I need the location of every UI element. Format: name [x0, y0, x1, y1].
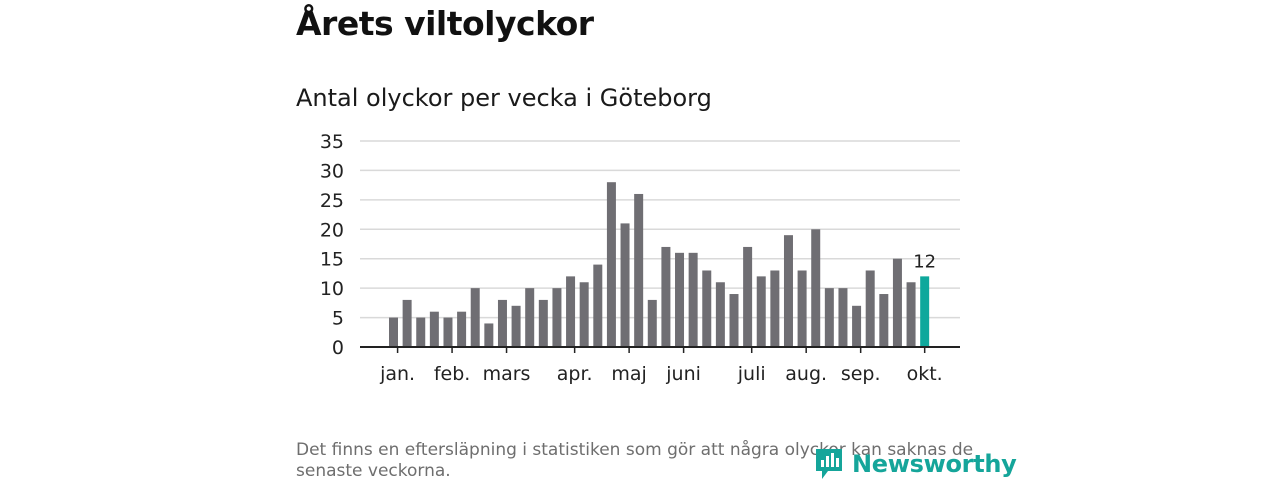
bar — [579, 282, 589, 347]
bar — [429, 311, 439, 347]
bar — [675, 252, 685, 347]
bar — [606, 182, 616, 347]
bar — [879, 294, 889, 347]
y-tick-label: 5 — [332, 308, 344, 330]
bar — [797, 270, 807, 347]
page-title: Årets viltolyckor — [296, 4, 594, 43]
logo-text: Newsworthy — [852, 450, 1017, 478]
bar — [661, 246, 671, 347]
newsworthy-logo-icon — [816, 449, 842, 479]
x-tick-label: feb. — [434, 363, 470, 385]
bar — [852, 305, 862, 347]
bar — [484, 323, 494, 347]
bar — [892, 258, 902, 347]
bar — [416, 317, 426, 347]
bar — [525, 288, 535, 347]
bar — [824, 288, 834, 347]
bar — [865, 270, 875, 347]
bar — [729, 294, 739, 347]
y-tick-label: 20 — [320, 219, 344, 241]
x-tick-label: apr. — [557, 363, 593, 385]
bar — [457, 311, 467, 347]
bar — [620, 223, 630, 347]
bar — [783, 235, 793, 347]
y-tick-label: 30 — [320, 160, 344, 182]
bar — [770, 270, 780, 347]
bar — [702, 270, 712, 347]
bar — [743, 246, 753, 347]
x-tick-label: juni — [665, 363, 701, 385]
bar — [470, 288, 480, 347]
y-tick-label: 0 — [332, 337, 344, 359]
bar — [715, 282, 725, 347]
bar — [906, 282, 916, 347]
bar — [402, 299, 412, 347]
x-tick-label: mars — [483, 363, 531, 385]
x-tick-label: okt. — [907, 363, 943, 385]
x-tick-label: juli — [737, 363, 766, 385]
bar-highlight — [920, 276, 930, 347]
data-label-highlight: 12 — [913, 251, 936, 272]
x-tick-label: aug. — [785, 363, 827, 385]
bar — [647, 299, 657, 347]
bar — [389, 317, 398, 347]
chart-title: Antal olyckor per vecka i Göteborg — [296, 84, 712, 112]
bar — [688, 252, 698, 347]
bar — [811, 229, 821, 347]
bar — [497, 299, 507, 347]
x-tick-label: sep. — [841, 363, 881, 385]
bar — [511, 305, 521, 347]
bar-chart: 0 5 10 15 20 25 30 35 jan. feb. mars apr. maj juni jul… — [320, 131, 960, 385]
y-tick-label: 25 — [320, 190, 344, 212]
bar — [443, 317, 453, 347]
bar — [538, 299, 548, 347]
bar — [838, 288, 848, 347]
y-tick-label: 10 — [320, 278, 344, 300]
bar — [552, 288, 562, 347]
y-tick-label: 15 — [320, 249, 344, 271]
y-tick-label: 35 — [320, 131, 344, 153]
footnote: Det finns en eftersläpning i statistiken… — [296, 440, 974, 481]
bar — [756, 276, 766, 347]
x-tick-label: maj — [611, 363, 646, 385]
bar — [634, 193, 644, 347]
bar — [566, 276, 576, 347]
bar — [593, 264, 603, 347]
x-tick-label: jan. — [379, 363, 415, 385]
newsworthy-logo: Newsworthy — [814, 447, 1017, 481]
